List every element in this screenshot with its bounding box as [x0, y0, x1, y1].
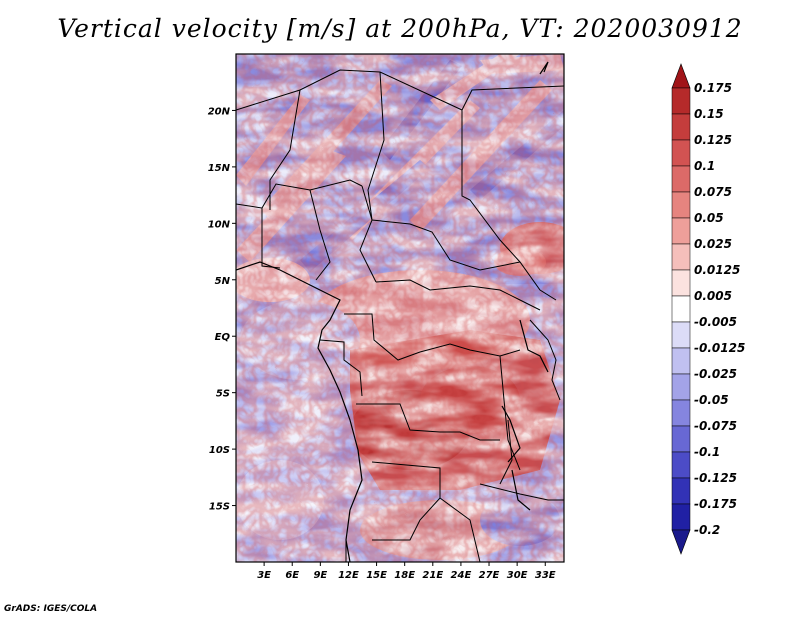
- lat-tick-label: 10N: [208, 219, 231, 230]
- colorbar: 0.175 0.15 0.125 0.1 0.075 0.05 0.025 0.0125 0.0…: [671, 63, 745, 555]
- colorbar-label: -0.2: [694, 523, 720, 537]
- coastline: [236, 61, 549, 562]
- colorbar-label: -0.05: [694, 393, 729, 407]
- colorbar-box: [671, 139, 691, 167]
- colorbar-box: [671, 295, 691, 323]
- lon-tick-label: 3E: [257, 570, 271, 581]
- lon-tick-label: 18E: [394, 570, 415, 581]
- colorbar-top-arrow: [671, 63, 691, 89]
- colorbar-bottom-arrow: [671, 529, 691, 555]
- map-title: Vertical velocity [m/s] at 200hPa, VT: 2…: [57, 14, 743, 43]
- velocity-field: [236, 54, 564, 562]
- lat-tick-label: 15S: [209, 502, 230, 513]
- colorbar-label: 0.15: [694, 107, 724, 121]
- colorbar-label: 0.05: [694, 211, 724, 225]
- colorbar-box: [671, 269, 691, 297]
- lat-tick-label: 10S: [209, 445, 230, 456]
- colorbar-label: 0.075: [694, 185, 732, 199]
- colorbar-label: -0.025: [694, 367, 737, 381]
- colorbar-box: [671, 321, 691, 349]
- colorbar-label: -0.125: [694, 471, 737, 485]
- lat-tick-label: 5S: [216, 389, 230, 400]
- lon-tick-label: 21E: [422, 570, 443, 581]
- colorbar-box: [671, 477, 691, 505]
- colorbar-box: [671, 503, 691, 531]
- lat-tick-label: EQ: [215, 332, 231, 343]
- colorbar-label: -0.0125: [694, 341, 745, 355]
- lon-tick-label: 9E: [313, 570, 327, 581]
- lat-tick-label: 15N: [208, 163, 231, 174]
- lon-tick-label: 30E: [507, 570, 528, 581]
- colorbar-label: -0.005: [694, 315, 737, 329]
- lon-tick-label: 6E: [285, 570, 299, 581]
- colorbar-box: [671, 243, 691, 271]
- colorbar-box: [671, 217, 691, 245]
- colorbar-label: -0.175: [694, 497, 737, 511]
- map-frame: [235, 53, 565, 563]
- lon-tick-label: 33E: [535, 570, 556, 581]
- latitude-axis: 20N 15N 10N 5N EQ 5S 10S 15S: [208, 106, 236, 513]
- colorbar-label: -0.075: [694, 419, 737, 433]
- colorbar-box: [671, 425, 691, 453]
- colorbar-box: [671, 399, 691, 427]
- colorbar-box: [671, 87, 691, 115]
- colorbar-box: [671, 113, 691, 141]
- colorbar-box: [671, 451, 691, 479]
- colorbar-box: [671, 165, 691, 193]
- grads-credit: GrADS: IGES/COLA: [4, 604, 98, 614]
- colorbar-label: 0.175: [694, 81, 732, 95]
- colorbar-box: [671, 191, 691, 219]
- lon-tick-label: 15E: [366, 570, 387, 581]
- lon-tick-label: 12E: [338, 570, 359, 581]
- colorbar-label: -0.1: [694, 445, 720, 459]
- lat-tick-label: 20N: [208, 106, 231, 117]
- colorbar-label: 0.025: [694, 237, 732, 251]
- colorbar-box: [671, 347, 691, 375]
- lon-tick-label: 24E: [451, 570, 472, 581]
- lon-tick-label: 27E: [479, 570, 500, 581]
- longitude-axis: 3E 6E 9E 12E 15E 18E 21E 24E 27E 30E 33E: [257, 562, 556, 581]
- colorbar-box: [671, 373, 691, 401]
- colorbar-label: 0.005: [694, 289, 732, 303]
- lat-tick-label: 5N: [215, 276, 231, 287]
- colorbar-label: 0.0125: [694, 263, 740, 277]
- colorbar-label: 0.125: [694, 133, 732, 147]
- colorbar-label: 0.1: [694, 159, 715, 173]
